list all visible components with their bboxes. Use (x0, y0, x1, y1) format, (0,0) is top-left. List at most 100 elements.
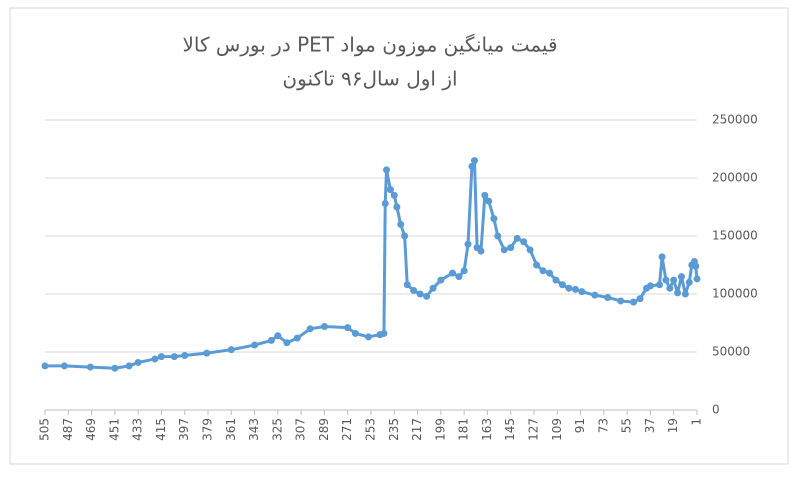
data-point (658, 253, 666, 261)
x-tick-label: 343 (247, 418, 261, 441)
data-point (494, 232, 502, 240)
data-point (380, 329, 388, 337)
y-tick-label: 100000 (712, 287, 758, 301)
data-point (500, 246, 508, 254)
x-tick-label: 181 (457, 418, 471, 441)
data-point (630, 298, 638, 306)
x-tick-label: 199 (433, 418, 447, 441)
chart-title: قیمت میانگین موزون مواد PET در بورس کالا (182, 33, 557, 57)
data-point (397, 220, 405, 228)
data-point (293, 334, 301, 342)
data-point (490, 215, 498, 223)
data-point (558, 281, 566, 289)
data-point (283, 339, 291, 347)
x-tick-label: 19 (666, 418, 680, 433)
data-point (381, 200, 389, 208)
data-point (507, 244, 515, 252)
data-point (227, 346, 235, 354)
data-point (390, 191, 398, 199)
x-tick-label: 145 (503, 418, 517, 441)
data-point (666, 284, 674, 292)
data-point (674, 289, 682, 297)
data-point (526, 246, 534, 254)
data-point (578, 288, 586, 296)
x-tick-label: 505 (38, 418, 52, 441)
data-point (181, 351, 189, 359)
data-point (655, 281, 663, 289)
data-point (533, 261, 541, 269)
data-point (685, 278, 693, 286)
data-point (617, 297, 625, 305)
data-point (383, 166, 391, 174)
x-tick-label: 289 (317, 418, 331, 441)
data-point (571, 285, 579, 293)
data-point (693, 275, 701, 283)
data-point (485, 197, 493, 205)
data-point (410, 287, 418, 295)
data-point (591, 291, 599, 299)
data-point (60, 362, 68, 370)
x-tick-label: 235 (387, 418, 401, 441)
x-tick-label: 307 (294, 418, 308, 441)
y-tick-label: 200000 (712, 171, 758, 185)
data-point (670, 276, 678, 284)
data-point (513, 234, 521, 242)
data-point (692, 262, 700, 270)
data-point (393, 203, 401, 211)
x-tick-label: 109 (550, 418, 564, 441)
x-tick-label: 163 (480, 418, 494, 441)
data-point (170, 353, 178, 361)
x-tick-label: 91 (573, 418, 587, 433)
data-point (464, 240, 472, 248)
data-point (681, 290, 689, 298)
x-tick-label: 379 (201, 418, 215, 441)
data-point (552, 276, 560, 284)
data-point (477, 247, 485, 255)
data-point (636, 295, 644, 303)
data-point (351, 329, 359, 337)
x-tick-label: 253 (364, 418, 378, 441)
data-point (274, 332, 282, 340)
y-tick-label: 50000 (712, 345, 750, 359)
data-point (416, 290, 424, 298)
data-point (386, 186, 394, 194)
data-point (267, 336, 275, 344)
x-tick-label: 1 (690, 418, 704, 426)
y-tick-label: 0 (712, 403, 720, 417)
data-point (604, 293, 612, 301)
data-point (134, 358, 142, 366)
data-point (565, 284, 573, 292)
data-point (662, 276, 670, 284)
x-tick-label: 73 (596, 418, 610, 433)
data-point (151, 355, 159, 363)
chart-subtitle: از اول سال۹۶ تاکنون (282, 67, 457, 91)
y-tick-label: 250000 (712, 113, 758, 127)
data-point (364, 333, 372, 341)
x-tick-label: 37 (643, 418, 657, 433)
data-point (449, 269, 456, 277)
x-tick-label: 397 (177, 418, 191, 441)
data-point (546, 269, 554, 277)
data-point (306, 325, 314, 333)
data-point (320, 322, 328, 330)
data-point (677, 273, 685, 281)
data-point (344, 324, 352, 332)
x-tick-label: 469 (84, 418, 98, 441)
data-point (468, 162, 476, 170)
data-point (646, 282, 654, 290)
data-point (520, 238, 528, 246)
data-point (86, 363, 94, 371)
y-tick-label: 150000 (712, 229, 758, 243)
x-tick-label: 361 (224, 418, 238, 441)
x-tick-label: 271 (340, 418, 354, 441)
x-tick-label: 415 (154, 418, 168, 441)
data-point (157, 353, 165, 361)
data-point (111, 364, 119, 372)
data-point (125, 362, 133, 370)
data-point (401, 232, 409, 240)
x-tick-label: 217 (410, 418, 424, 441)
data-point (423, 292, 431, 300)
x-tick-label: 433 (131, 418, 145, 441)
data-point (203, 349, 211, 357)
